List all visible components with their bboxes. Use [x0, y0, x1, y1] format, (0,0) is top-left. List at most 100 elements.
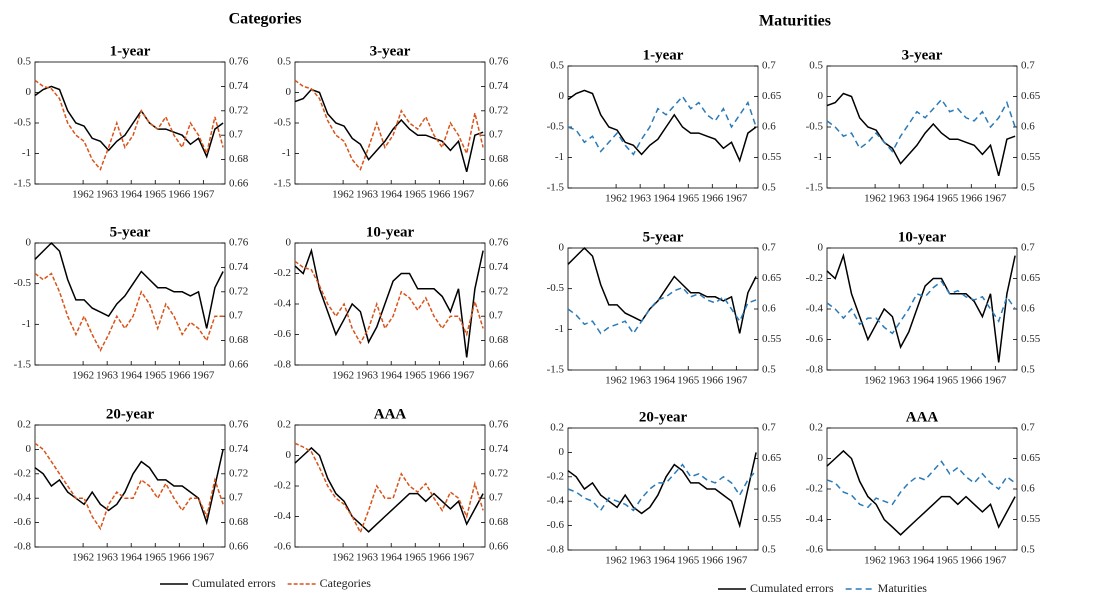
x-tick-label: 1963 — [356, 189, 379, 201]
x-tick-label: 1965 — [677, 555, 700, 567]
y-tick-label: -0.6 — [274, 328, 292, 340]
x-tick-label: 1965 — [677, 375, 700, 387]
y2-tick-label: 0.65 — [762, 90, 782, 102]
y-tick-label: -1 — [555, 323, 564, 335]
x-tick-label: 1963 — [356, 552, 379, 564]
y2-tick-label: 0.6 — [762, 303, 776, 315]
x-tick-label: 1964 — [380, 370, 403, 382]
y2-tick-label: 0.55 — [762, 333, 782, 345]
y-tick-label: 0.2 — [809, 422, 823, 434]
x-tick-label: 1967 — [452, 189, 475, 201]
x-tick-label: 1964 — [380, 552, 403, 564]
x-tick-label: 1965 — [144, 189, 167, 201]
legend-label: Cumulated errors — [192, 576, 276, 590]
panel-title: 20-year — [639, 409, 688, 425]
y-tick-label: -1.5 — [547, 182, 565, 194]
y2-tick-label: 0.6 — [1021, 483, 1035, 495]
y2-tick-label: 0.7 — [489, 310, 503, 322]
series-line — [34, 272, 224, 353]
y-tick-label: 0 — [26, 237, 32, 249]
y2-tick-label: 0.7 — [762, 60, 776, 72]
series-line — [294, 79, 484, 171]
y-tick-label: -0.2 — [14, 467, 31, 479]
x-tick-label: 1966 — [960, 193, 983, 205]
y2-tick-label: 0.5 — [1021, 364, 1035, 376]
y-tick-label: 0.2 — [277, 419, 291, 431]
panel-title: 1-year — [643, 47, 684, 63]
y2-tick-label: 0.65 — [762, 272, 782, 284]
series-line — [34, 449, 224, 526]
y-tick-label: -0.5 — [14, 117, 32, 129]
panel-title: 5-year — [110, 224, 151, 240]
series-line — [34, 241, 224, 329]
y2-tick-label: 0.7 — [489, 129, 503, 141]
x-tick-label: 1963 — [356, 370, 379, 382]
y2-tick-label: 0.72 — [489, 285, 508, 297]
x-tick-label: 1967 — [725, 555, 748, 567]
y-tick-label: -0.2 — [806, 272, 823, 284]
y2-tick-label: 0.68 — [489, 516, 509, 528]
x-tick-label: 1962 — [332, 189, 354, 201]
y2-tick-label: 0.76 — [489, 56, 509, 68]
y-tick-label: -0.6 — [806, 544, 824, 556]
y2-tick-label: 0.5 — [762, 364, 776, 376]
x-tick-label: 1962 — [605, 193, 627, 205]
x-tick-label: 1967 — [725, 375, 748, 387]
series-line — [294, 446, 484, 533]
y-tick-label: 0 — [559, 446, 565, 458]
y-tick-label: 0.5 — [550, 60, 564, 72]
plot-frame — [34, 242, 226, 366]
y-tick-label: -0.8 — [274, 359, 292, 371]
y2-tick-label: 0.7 — [1021, 422, 1035, 434]
y-tick-label: 0 — [286, 237, 292, 249]
x-tick-label: 1967 — [192, 370, 215, 382]
y2-tick-label: 0.68 — [229, 334, 249, 346]
series-line — [294, 88, 484, 172]
y-tick-label: -0.4 — [547, 495, 565, 507]
x-tick-label: 1966 — [168, 552, 191, 564]
series-line — [34, 79, 224, 171]
y2-tick-label: 0.55 — [1021, 333, 1041, 345]
y-tick-label: -0.5 — [274, 117, 292, 129]
x-tick-label: 1963 — [96, 552, 119, 564]
y-tick-label: -0.6 — [274, 541, 292, 553]
y2-tick-label: 0.76 — [489, 419, 509, 431]
y-tick-label: 0.5 — [277, 56, 291, 68]
y-tick-label: -0.4 — [806, 513, 824, 525]
series-line — [826, 280, 1016, 335]
series-line — [34, 85, 224, 159]
y-tick-label: -1.5 — [14, 359, 32, 371]
y-tick-label: -0.2 — [274, 267, 291, 279]
x-tick-label: 1967 — [452, 552, 475, 564]
y2-tick-label: 0.72 — [489, 467, 508, 479]
series-line — [294, 247, 484, 358]
plot-frame — [294, 61, 486, 185]
series-line — [826, 460, 1016, 509]
y-tick-label: 0 — [559, 90, 565, 102]
series-line — [826, 252, 1016, 363]
x-tick-label: 1964 — [380, 189, 403, 201]
plot-frame — [826, 65, 1018, 189]
y2-tick-label: 0.66 — [489, 359, 509, 371]
y-tick-label: -0.4 — [274, 510, 292, 522]
series-line — [294, 442, 484, 535]
x-tick-label: 1966 — [168, 370, 191, 382]
legend-label: Categories — [320, 576, 372, 590]
x-tick-label: 1966 — [701, 193, 724, 205]
series-line — [826, 98, 1016, 153]
y-tick-label: 0 — [818, 90, 824, 102]
y-tick-label: -0.4 — [14, 492, 32, 504]
series-line — [567, 89, 757, 163]
y2-tick-label: 0.55 — [762, 151, 782, 163]
y2-tick-label: 0.74 — [229, 261, 249, 273]
x-tick-label: 1962 — [605, 555, 627, 567]
y2-tick-label: 0.6 — [1021, 121, 1035, 133]
y-tick-label: -0.2 — [806, 483, 823, 495]
y-tick-label: -1 — [282, 147, 291, 159]
y2-tick-label: 0.55 — [1021, 513, 1041, 525]
y2-tick-label: 0.65 — [762, 452, 782, 464]
x-tick-label: 1963 — [629, 555, 652, 567]
x-tick-label: 1966 — [428, 189, 451, 201]
